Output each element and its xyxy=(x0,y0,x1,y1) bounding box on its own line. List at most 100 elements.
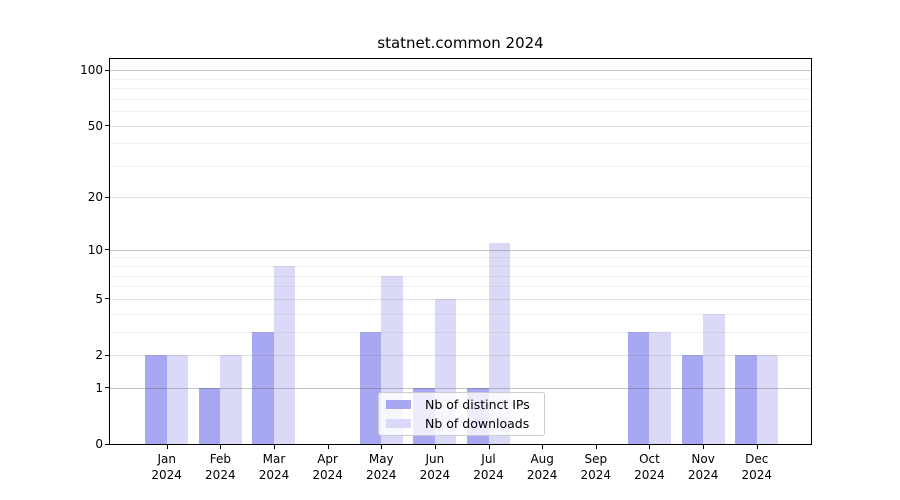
y-tick-label: 100 xyxy=(80,63,103,78)
legend-item: Nb of downloads xyxy=(379,416,544,431)
x-tick-mark xyxy=(220,445,222,449)
x-tick-label: Jul 2024 xyxy=(457,451,521,483)
x-tick-mark xyxy=(488,445,490,449)
bar-downloads xyxy=(273,266,296,444)
y-tick-mark xyxy=(105,196,109,198)
y-tick-label: 10 xyxy=(87,242,103,257)
x-tick-year: 2024 xyxy=(365,468,397,482)
x-tick-year: 2024 xyxy=(151,468,182,482)
y-tick-mark xyxy=(105,387,109,389)
y-tick-label: 0 xyxy=(95,437,103,451)
y-tick-mark xyxy=(105,298,109,300)
x-tick-label: Feb 2024 xyxy=(188,451,252,483)
y-tick-mark xyxy=(105,354,109,356)
bar-downloads xyxy=(649,331,671,444)
x-tick-mark xyxy=(434,445,436,449)
gridline-major xyxy=(110,387,811,389)
x-tick-month: Apr xyxy=(317,452,338,466)
x-tick-month: Oct xyxy=(639,452,660,466)
gridline-minor xyxy=(110,165,811,167)
bar-downloads xyxy=(703,313,725,444)
x-tick-mark xyxy=(542,445,544,449)
y-tick-label: 2 xyxy=(95,348,103,362)
x-tick-year: 2024 xyxy=(634,468,665,482)
gridline-mid xyxy=(110,125,811,127)
x-tick-month: May xyxy=(368,452,394,466)
gridline-minor xyxy=(110,286,811,288)
gridline-mid xyxy=(110,298,811,300)
x-tick-year: 2024 xyxy=(205,468,236,482)
legend-label: Nb of distinct IPs xyxy=(425,397,530,412)
legend-swatch xyxy=(386,400,411,409)
bar-distinct-ips xyxy=(627,331,650,444)
bar-distinct-ips xyxy=(252,331,274,444)
x-tick-year: 2024 xyxy=(526,468,558,482)
gridline-minor xyxy=(110,88,811,90)
x-tick-year: 2024 xyxy=(312,468,343,482)
x-tick-month: Nov xyxy=(691,452,715,466)
y-tick-mark xyxy=(105,443,109,445)
bar-distinct-ips xyxy=(359,331,382,444)
x-tick-month: Jul xyxy=(481,452,496,466)
gridline-minor xyxy=(110,257,811,259)
x-tick-year: 2024 xyxy=(741,468,772,482)
legend-label: Nb of downloads xyxy=(425,416,530,431)
x-tick-label: Jan 2024 xyxy=(135,451,199,483)
x-tick-mark xyxy=(595,445,597,449)
gridline-mid xyxy=(110,355,811,356)
x-tick-mark xyxy=(273,445,275,449)
bar-distinct-ips xyxy=(735,355,757,444)
gridline-minor xyxy=(110,313,811,315)
plot-area xyxy=(109,58,812,445)
y-tick-label: 5 xyxy=(95,291,103,306)
gridline-minor xyxy=(110,143,811,145)
y-tick-mark xyxy=(105,125,109,127)
y-tick-label: 1 xyxy=(95,380,103,395)
x-tick-label: Oct 2024 xyxy=(617,451,681,483)
bar-downloads xyxy=(220,355,242,444)
x-tick-label: Dec 2024 xyxy=(725,451,789,483)
x-tick-mark xyxy=(756,445,758,449)
x-tick-year: 2024 xyxy=(580,468,612,482)
legend-swatch xyxy=(386,419,411,428)
x-tick-month: Aug xyxy=(530,452,554,466)
x-tick-year: 2024 xyxy=(687,468,719,482)
gridline-major xyxy=(110,70,811,72)
y-tick-label: 50 xyxy=(87,118,103,133)
legend-item: Nb of distinct IPs xyxy=(379,397,544,412)
x-tick-month: Feb xyxy=(209,452,231,466)
x-tick-label: Jun 2024 xyxy=(403,451,467,483)
bar-downloads xyxy=(166,355,189,444)
x-tick-label: Nov 2024 xyxy=(671,451,735,483)
bar-distinct-ips xyxy=(198,387,221,444)
gridline-major xyxy=(110,249,811,251)
bar-distinct-ips xyxy=(145,355,167,444)
chart-title: statnet.common 2024 xyxy=(377,34,544,52)
y-tick-mark xyxy=(105,249,109,251)
x-tick-mark xyxy=(703,445,705,449)
x-tick-month: Dec xyxy=(745,452,769,466)
x-tick-label: Mar 2024 xyxy=(242,451,306,483)
x-tick-mark xyxy=(166,445,168,449)
x-tick-label: Aug 2024 xyxy=(510,451,574,483)
y-tick-label: 20 xyxy=(87,190,103,205)
x-tick-mark xyxy=(381,445,383,449)
gridline-minor xyxy=(110,266,811,268)
x-tick-mark xyxy=(649,445,651,449)
x-tick-year: 2024 xyxy=(419,468,451,482)
gridline-minor xyxy=(110,98,811,100)
y-tick-mark xyxy=(105,69,109,71)
x-tick-month: Jan xyxy=(157,452,176,466)
bar-downloads xyxy=(756,355,779,444)
gridline-minor xyxy=(110,275,811,277)
gridline-mid xyxy=(110,197,811,199)
gridline-minor xyxy=(110,78,811,80)
x-tick-label: Sep 2024 xyxy=(564,451,628,483)
x-tick-year: 2024 xyxy=(258,468,290,482)
x-tick-mark xyxy=(327,445,329,449)
x-tick-year: 2024 xyxy=(473,468,504,482)
x-tick-month: Mar xyxy=(262,452,286,466)
x-tick-month: Sep xyxy=(584,452,608,466)
x-tick-month: Jun xyxy=(425,452,445,466)
x-tick-label: May 2024 xyxy=(349,451,413,483)
